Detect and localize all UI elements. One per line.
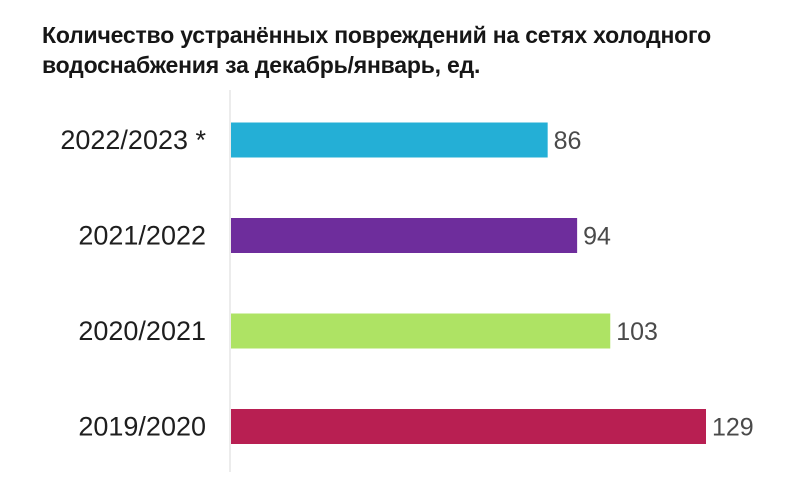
bar — [231, 218, 578, 253]
bar — [231, 122, 548, 158]
bars-layer: 2022/2023 * 86 2021/2022 94 2020/2021 103 2019… — [60, 122, 754, 444]
bar-row: 2020/2021 103 — [78, 313, 658, 349]
category-label: 2022/2023 * — [60, 125, 206, 155]
bar-row: 2021/2022 94 — [78, 218, 611, 253]
value-label: 129 — [712, 414, 754, 442]
category-label: 2019/2020 — [78, 412, 206, 442]
bar — [231, 409, 706, 444]
value-label: 103 — [616, 318, 658, 346]
value-label: 94 — [583, 223, 611, 251]
category-label: 2020/2021 — [78, 316, 206, 346]
bar-row: 2022/2023 * 86 — [60, 122, 582, 158]
bar-row: 2019/2020 129 — [78, 409, 754, 444]
bar — [231, 313, 611, 349]
category-label: 2021/2022 — [78, 221, 206, 251]
value-label: 86 — [554, 127, 582, 155]
chart-title: Количество устранённых повреждений на се… — [42, 22, 711, 78]
